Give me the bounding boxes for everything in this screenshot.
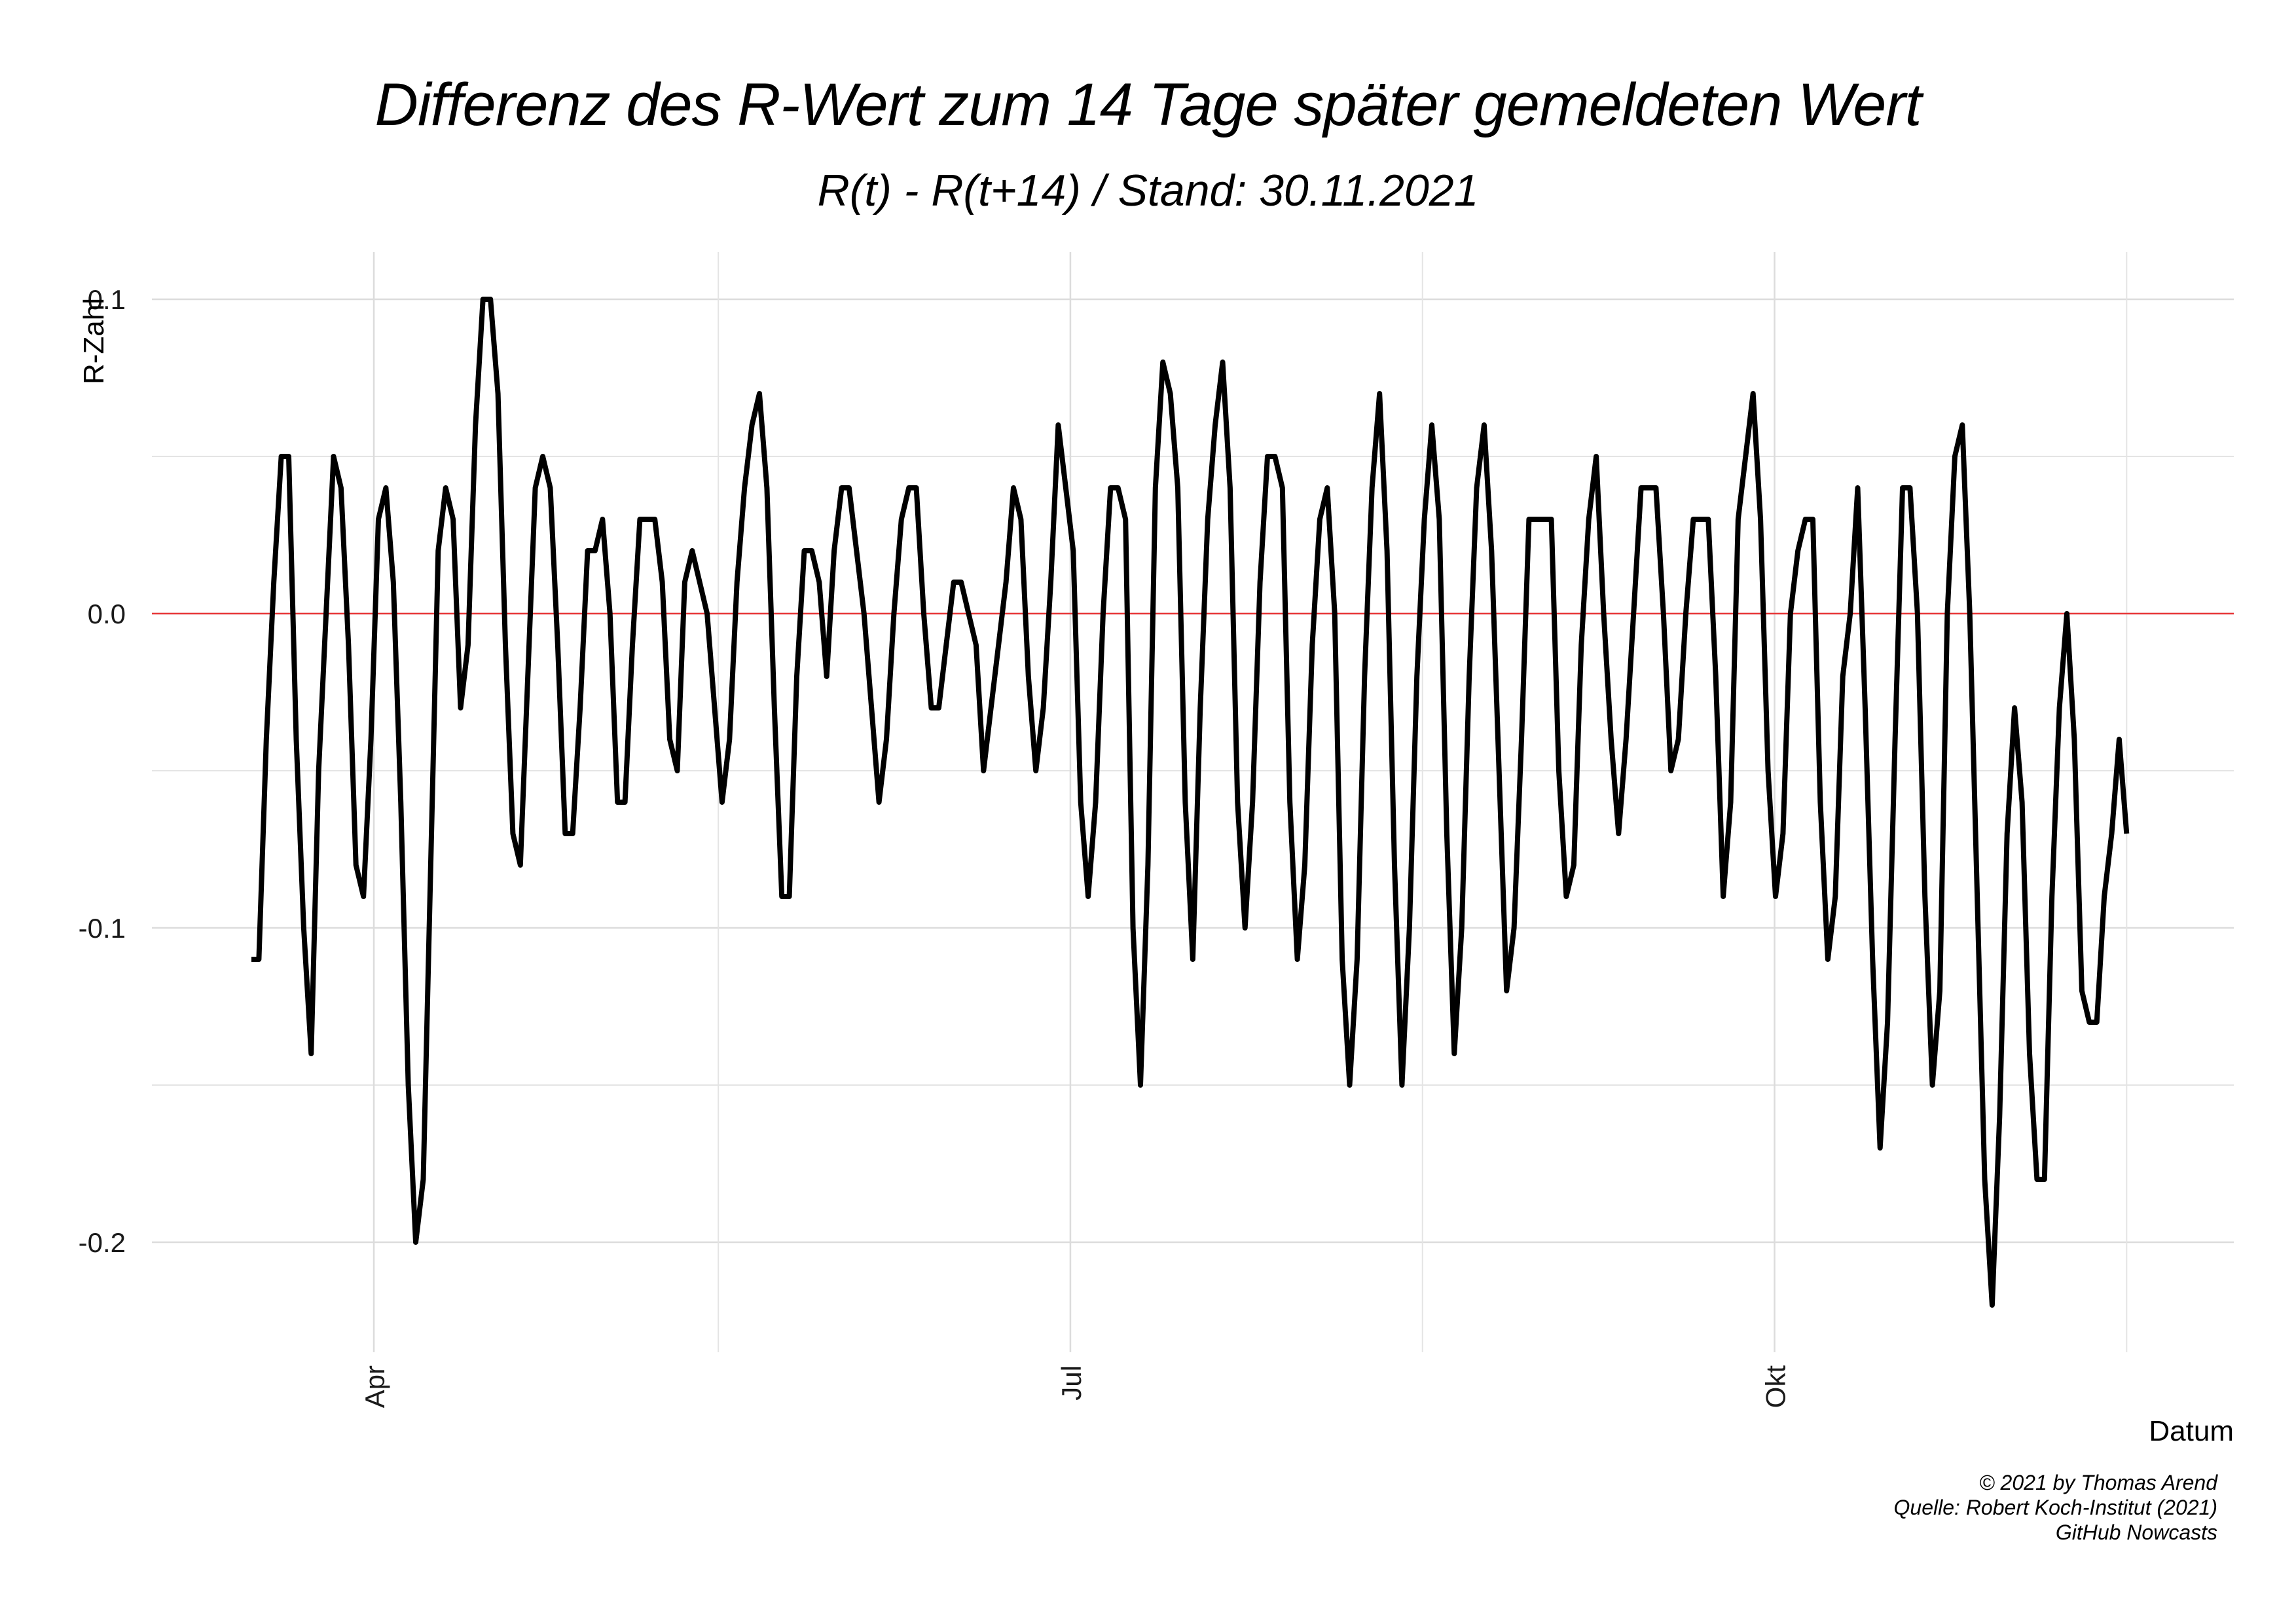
- x-tick-label: Apr: [359, 1365, 390, 1408]
- x-tick-label: Okt: [1760, 1365, 1791, 1409]
- source-caption: © 2021 by Thomas Arend Quelle: Robert Ko…: [1894, 1470, 2217, 1545]
- x-tick-label: Jul: [1056, 1365, 1087, 1401]
- label-layer: R-Zahl Datum: [78, 298, 2234, 1447]
- series-line: [251, 297, 2130, 1308]
- chart-title: Differenz des R-Wert zum 14 Tage später …: [374, 71, 1922, 138]
- axis-layer: 0.1 0.0 -0.1 -0.2 Apr Jul Okt: [79, 284, 1791, 1408]
- y-tick-label: 0.0: [88, 599, 126, 629]
- caption-source: Quelle: Robert Koch-Institut (2021): [1893, 1496, 2217, 1519]
- caption-github: GitHub Nowcasts: [2055, 1521, 2217, 1544]
- y-tick-label: -0.1: [79, 913, 126, 944]
- y-tick-label: -0.2: [79, 1227, 126, 1258]
- series-layer: [152, 297, 2234, 1308]
- y-tick-label: 0.1: [88, 284, 126, 315]
- y-axis-label: R-Zahl: [78, 298, 110, 384]
- caption-copyright: © 2021 by Thomas Arend: [1979, 1471, 2217, 1494]
- chart-subtitle: R(t) - R(t+14) / Stand: 30.11.2021: [817, 166, 1479, 215]
- x-axis-label: Datum: [2149, 1415, 2234, 1447]
